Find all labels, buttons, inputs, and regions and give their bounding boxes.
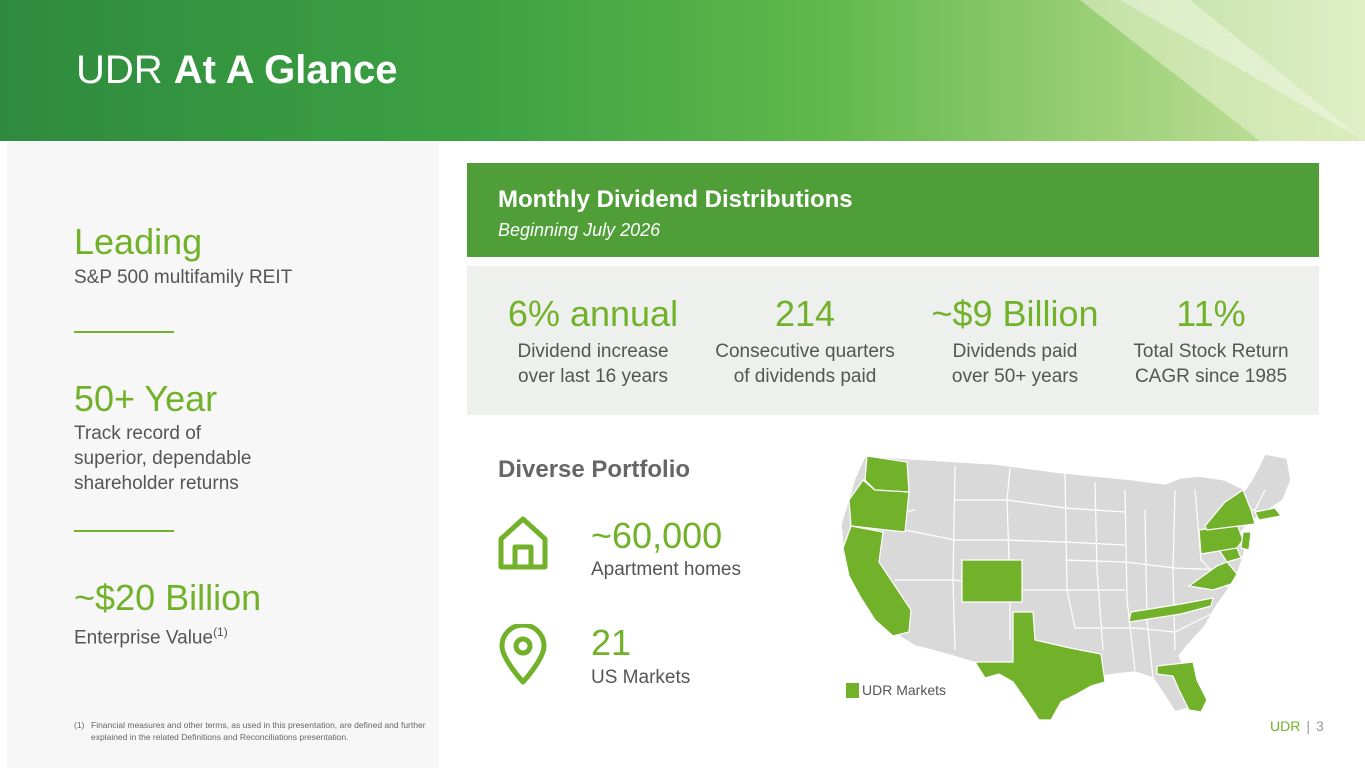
divider [74, 530, 174, 532]
location-pin-icon [497, 622, 549, 691]
stat-years-label: Track record of superior, dependable sha… [74, 423, 252, 494]
stat-years-value: 50+ Year [74, 378, 218, 419]
state-nj [1240, 531, 1252, 551]
portfolio-title: Diverse Portfolio [498, 456, 691, 483]
header-decoration [1080, 0, 1365, 141]
header-banner: UDR At A Glance [0, 0, 1365, 141]
dividend-title: Monthly Dividend Distributions [498, 186, 853, 213]
dividend-subtitle: Beginning July 2026 [498, 220, 661, 240]
left-panel: Leading S&P 500 multifamily REIT 50+ Yea… [7, 141, 439, 768]
dividend-stats: 6% annual Dividend increase over last 16 … [467, 266, 1319, 415]
state-tn [1128, 597, 1214, 623]
state-ca [842, 525, 912, 637]
map-legend: UDR Markets [846, 682, 946, 698]
homes-value: ~60,000 [591, 515, 723, 556]
state-co [961, 559, 1023, 603]
stat-ev-value: ~$20 Billion [74, 577, 262, 618]
homes-label: Apartment homes [591, 559, 741, 580]
legend-label: UDR Markets [862, 682, 947, 698]
state-fl [1156, 661, 1208, 713]
home-icon [497, 515, 549, 576]
footer-brand: UDR [1270, 718, 1301, 734]
us-markets-map [840, 453, 1292, 721]
page-title: UDR At A Glance [76, 48, 398, 92]
page-footer: UDR | 3 [1270, 718, 1324, 734]
stat-dividends-paid: ~$9 Billion Dividends paid over 50+ years [931, 293, 1099, 387]
state-tx [973, 611, 1106, 721]
dividend-banner: Monthly Dividend Distributions Beginning… [467, 163, 1319, 257]
state-ma [1254, 507, 1283, 521]
stat-leading-value: Leading [74, 221, 203, 262]
stat-ev-label: Enterprise Value(1) [74, 625, 228, 649]
stat-dividend-increase: 6% annual Dividend increase over last 16 … [507, 293, 679, 387]
state-va [1187, 561, 1238, 591]
markets-label: US Markets [591, 667, 691, 688]
divider [74, 331, 174, 333]
highlighted-states [842, 455, 1283, 721]
footer-separator: | [1306, 718, 1310, 734]
legend-swatch [846, 682, 859, 698]
markets-value: 21 [591, 622, 632, 663]
state-ny [1204, 489, 1256, 531]
stat-total-return: 11% Total Stock Return CAGR since 1985 [1133, 293, 1289, 387]
page-number: 3 [1315, 718, 1324, 734]
footnote: (1) Financial measures and other terms, … [74, 720, 426, 742]
stat-consecutive-quarters: 214 Consecutive quarters of dividends pai… [715, 293, 895, 387]
state-or [848, 479, 910, 533]
stat-leading-label: S&P 500 multifamily REIT [74, 267, 293, 288]
